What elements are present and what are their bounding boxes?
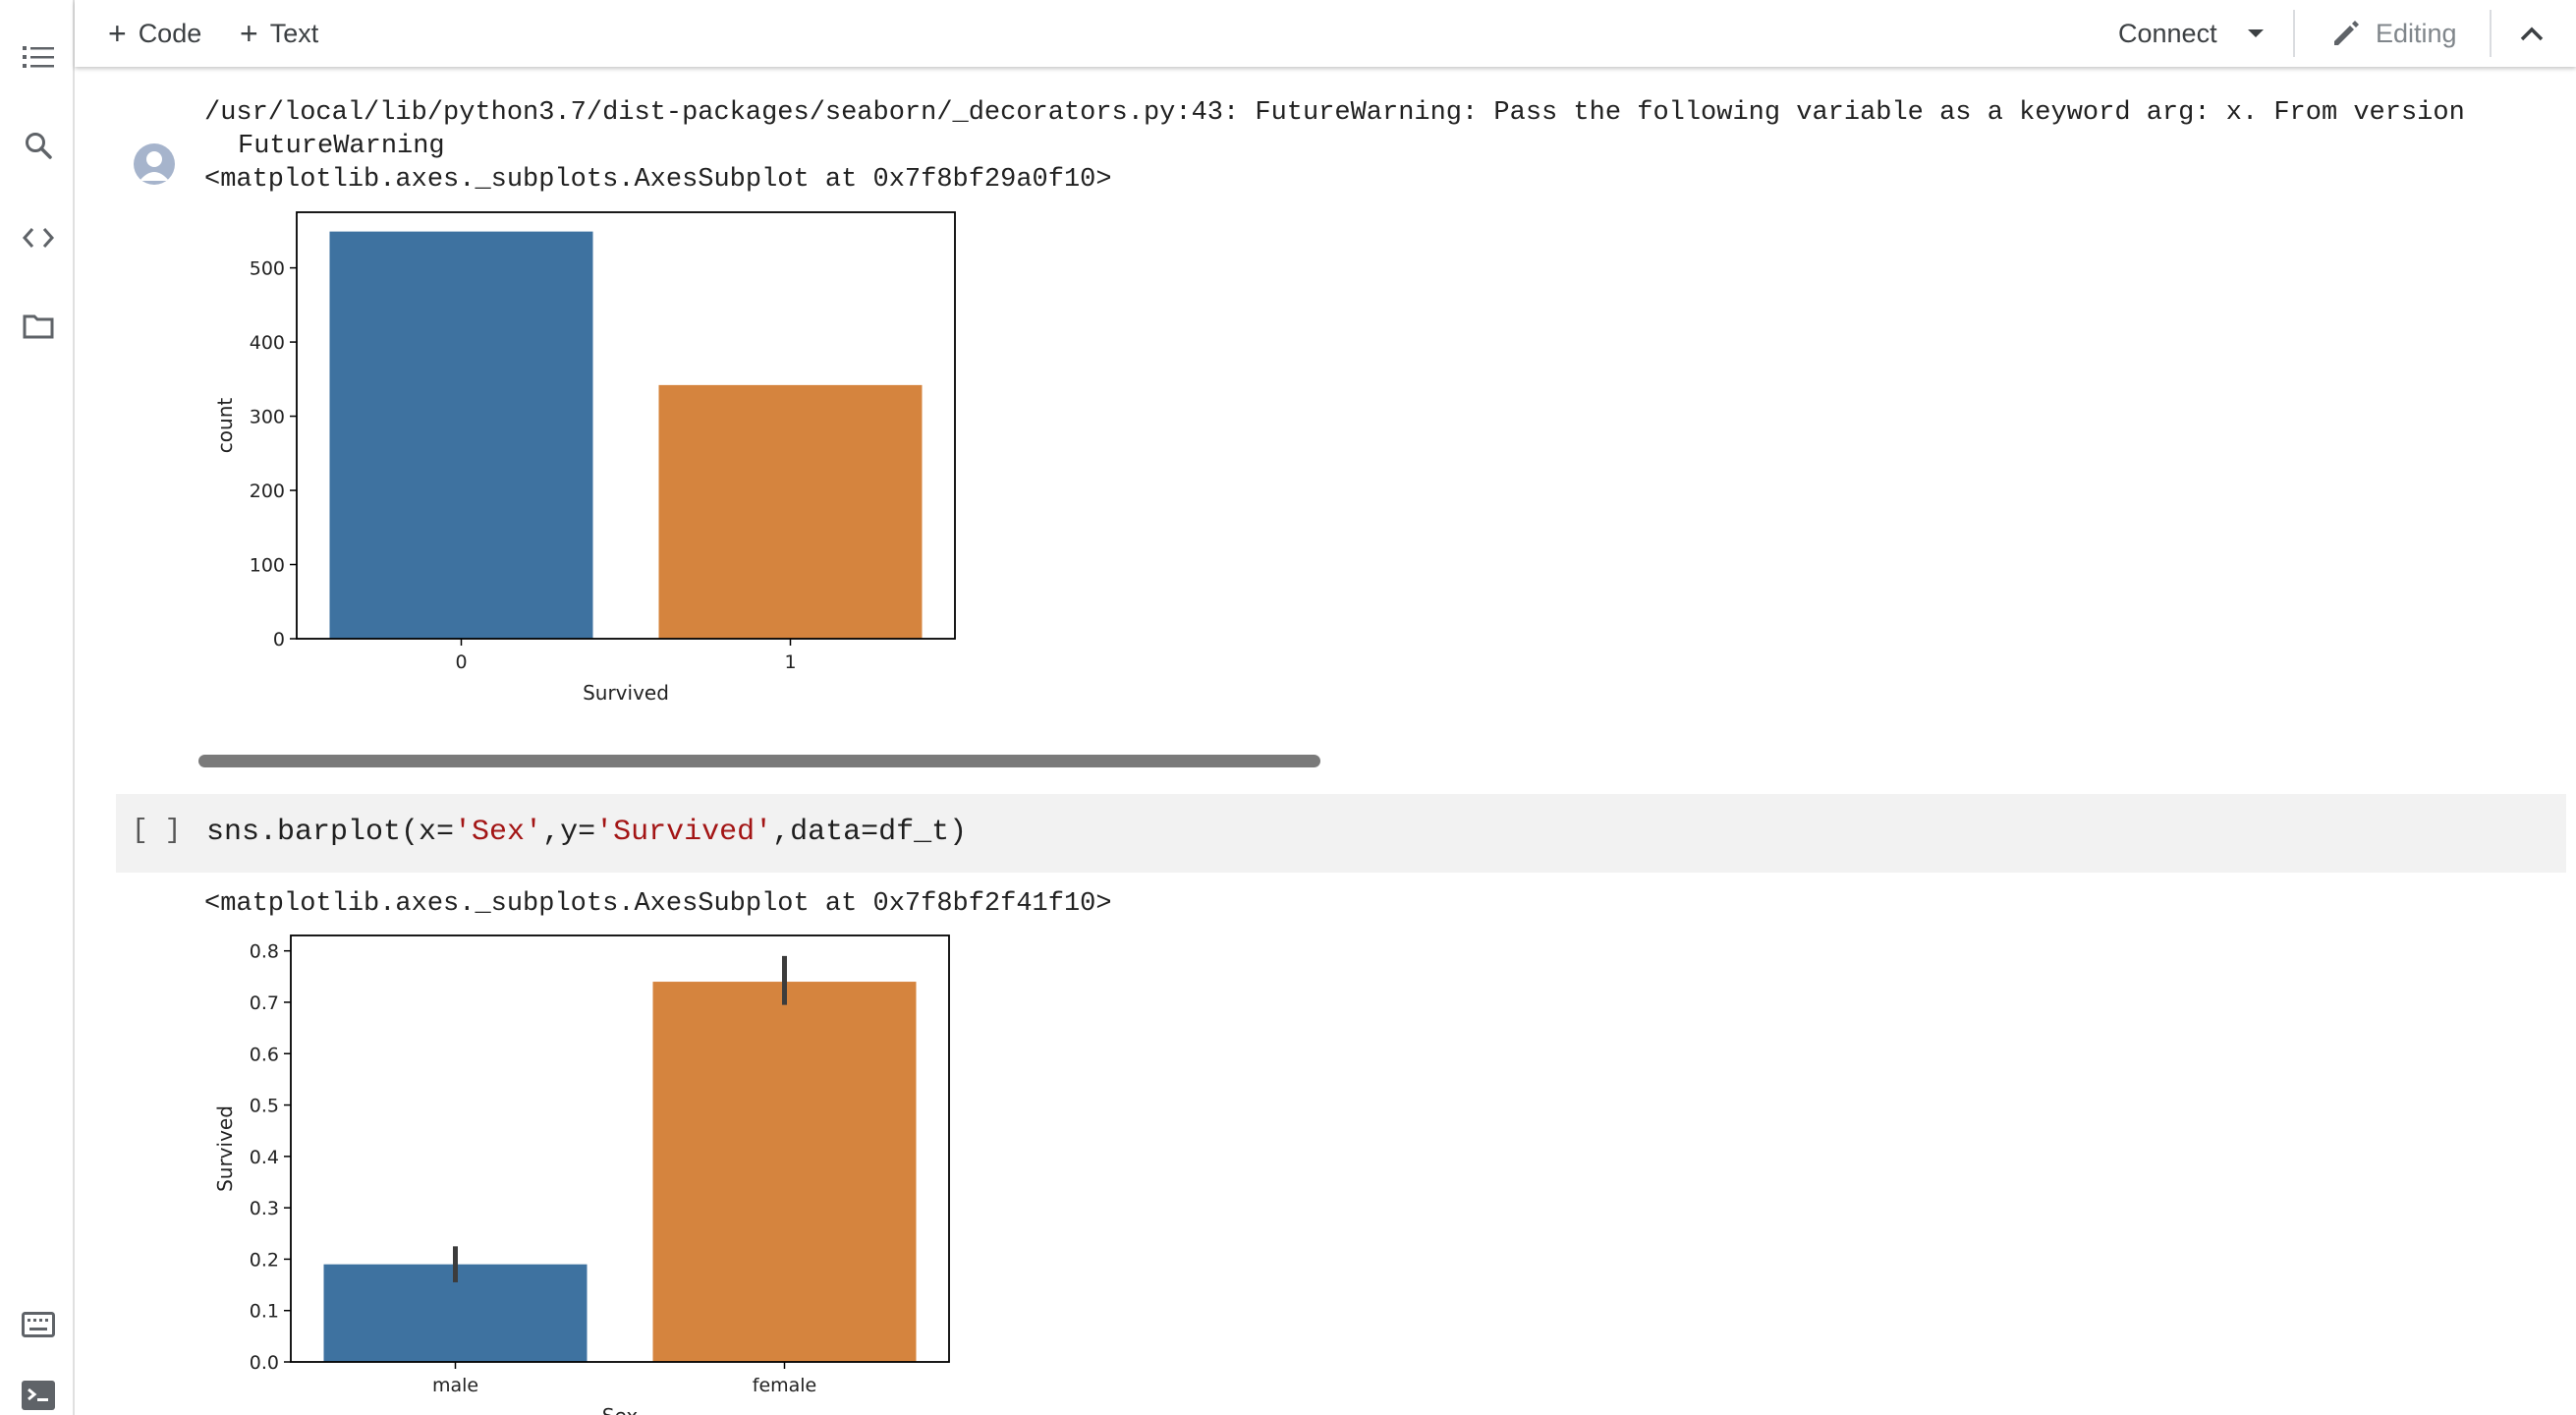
plus-icon: + <box>108 16 127 51</box>
axes-repr-text: <matplotlib.axes._subplots.AxesSubplot a… <box>204 889 1112 919</box>
x-tick-label: 0 <box>455 651 467 673</box>
y-tick-label: 0.7 <box>250 992 279 1014</box>
code-snippets-icon[interactable] <box>19 218 58 257</box>
bar <box>329 231 593 640</box>
connect-dropdown-button[interactable] <box>2246 12 2266 55</box>
code-string: 'Sex' <box>454 816 543 849</box>
x-tick-label: male <box>432 1375 478 1396</box>
code-token: ,y= <box>542 816 596 849</box>
toolbar-divider <box>2490 10 2492 57</box>
y-tick-label: 300 <box>250 407 285 428</box>
bar <box>658 384 923 639</box>
plot-frame <box>296 211 956 640</box>
x-axis-label: Survived <box>583 681 669 705</box>
x-axis-label: Sex <box>602 1404 639 1415</box>
code-token: sns.barplot(x= <box>206 816 455 849</box>
editing-label: Editing <box>2376 18 2457 48</box>
warning-text: /usr/local/lib/python3.7/dist-packages/s… <box>204 98 2465 128</box>
y-tick-label: 0.4 <box>250 1147 279 1168</box>
code-cell[interactable]: [ ] sns.barplot(x='Sex',y='Survived',dat… <box>116 794 2566 873</box>
survived-count-chart: 0 1 0 100 200 300 400 500 Survived count <box>213 211 956 705</box>
y-tick-label: 0.5 <box>250 1096 279 1117</box>
plus-icon: + <box>240 16 258 51</box>
x-tick-label: 1 <box>784 651 796 673</box>
y-tick-label: 0.6 <box>250 1044 279 1065</box>
warning-text-continued: FutureWarning <box>238 132 445 161</box>
y-axis-label: Survived <box>213 1105 237 1192</box>
caret-down-icon <box>2248 29 2264 37</box>
y-axis-label: count <box>213 398 237 454</box>
files-folder-icon[interactable] <box>19 307 58 346</box>
y-tick-label: 0 <box>273 629 285 651</box>
pencil-icon <box>2334 21 2359 45</box>
code-string: 'Survived' <box>595 816 773 849</box>
connect-button[interactable]: Connect <box>2118 12 2217 55</box>
left-sidebar <box>0 0 75 1415</box>
notebook-toolbar: + Code + Text Connect Editing <box>75 0 2576 67</box>
output-avatar-icon <box>134 143 175 185</box>
y-tick-label: 200 <box>250 481 285 502</box>
code-editor[interactable]: sns.barplot(x='Sex',y='Survived',data=df… <box>206 816 967 849</box>
command-palette-icon[interactable] <box>19 1305 58 1344</box>
horizontal-scrollbar[interactable] <box>198 755 1320 767</box>
x-tick-label: female <box>753 1375 817 1396</box>
add-text-label: Text <box>269 18 319 48</box>
y-tick-label: 100 <box>250 555 285 577</box>
y-tick-label: 0.3 <box>250 1198 279 1219</box>
survival-by-sex-chart: male female 0.0 0.1 0.2 0.3 0.4 0.5 0.6 0.7 0.8 Sex… <box>213 934 950 1415</box>
add-code-label: Code <box>138 18 202 48</box>
toolbar-divider <box>2293 10 2295 57</box>
add-text-cell-button[interactable]: + Text <box>240 12 318 55</box>
connect-label: Connect <box>2118 18 2217 48</box>
y-tick-label: 0.0 <box>250 1352 279 1374</box>
table-of-contents-icon[interactable] <box>19 37 58 77</box>
y-tick-label: 500 <box>250 258 285 280</box>
y-tick-label: 0.8 <box>250 941 279 963</box>
plot-frame <box>290 934 950 1363</box>
code-token: ,data=df_t) <box>772 816 968 849</box>
chevron-up-icon <box>2520 27 2544 41</box>
terminal-icon[interactable] <box>19 1376 58 1415</box>
run-cell-button[interactable]: [ ] <box>132 816 182 846</box>
collapse-header-button[interactable] <box>2519 12 2545 55</box>
y-tick-label: 400 <box>250 332 285 354</box>
y-tick-label: 0.1 <box>250 1301 279 1323</box>
editing-mode-button[interactable]: Editing <box>2330 12 2457 55</box>
bar <box>652 982 917 1362</box>
add-code-cell-button[interactable]: + Code <box>108 12 201 55</box>
search-icon[interactable] <box>19 126 58 165</box>
axes-repr-text: <matplotlib.axes._subplots.AxesSubplot a… <box>204 165 1112 195</box>
y-tick-label: 0.2 <box>250 1249 279 1271</box>
